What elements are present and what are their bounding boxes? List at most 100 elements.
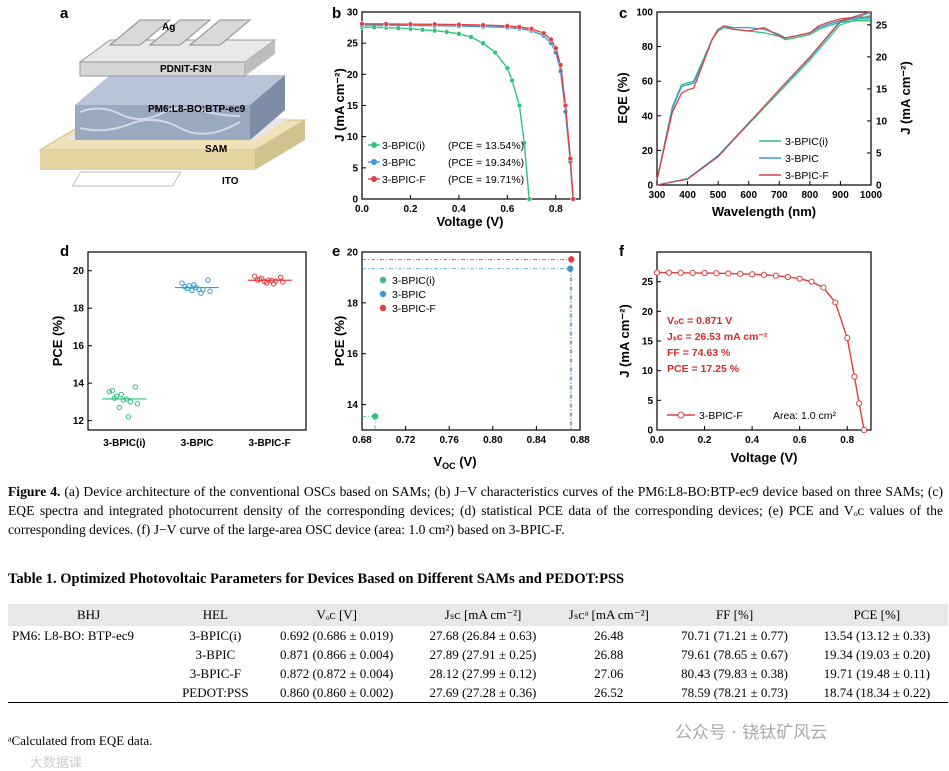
y-tick-label-right: 25: [876, 20, 888, 31]
data-point: [557, 62, 564, 68]
data-point: [480, 40, 486, 46]
legend-b: 3-BPIC(i) (PCE = 13.54%) 3-BPIC (PCE = 1…: [368, 140, 524, 186]
legend-item: 3-BPIC(i): [785, 136, 828, 148]
data-point: [553, 45, 559, 51]
y-tick-label: 15: [347, 101, 359, 112]
y-tick-label: 20: [642, 146, 654, 157]
panel-f-label: f: [619, 243, 625, 260]
x-axis-label: Voltage (V): [437, 214, 504, 229]
panel-b-label: b: [332, 5, 341, 22]
data-point: [832, 299, 839, 306]
y-tick-label-right: 0: [876, 181, 882, 192]
data-point: [359, 21, 365, 27]
y-tick-label-right: 10: [876, 116, 888, 127]
table-cell: [8, 683, 170, 703]
ag-electrodes: [108, 19, 252, 46]
data-point: [521, 140, 527, 146]
table-row: 3-BPIC-F 0.872 (0.872 ± 0.004) 28.12 (27.9…: [8, 664, 948, 683]
data-point: [516, 24, 523, 30]
data-point: [689, 269, 696, 276]
data-point: [125, 414, 132, 420]
param-pce: PCE = 17.25 %: [667, 363, 740, 375]
data-point: [371, 413, 379, 420]
table-cell: 19.34 (19.03 ± 0.20): [823, 647, 931, 662]
table-cell: 0.860 (0.860 ± 0.002): [261, 683, 412, 703]
table-cell: [8, 645, 169, 664]
x-tick-label: 0.8: [549, 204, 563, 215]
table-cell: 27.89 (27.91 ± 0.25): [429, 647, 537, 662]
param-ff: FF = 74.63 %: [667, 347, 731, 359]
data-point: [566, 265, 574, 272]
data-point: [760, 271, 768, 278]
axes-f: 0.0 0.2 0.4 0.6 0.8 0 5 10 15 20 25: [642, 277, 855, 446]
table-cell: 13.54 (13.12 ± 0.33): [823, 628, 931, 643]
eqe-line-3-BPIC-F: [656, 16, 871, 180]
y-tick-label: 20: [347, 70, 359, 81]
data-point: [492, 49, 498, 56]
y-tick-label: 18: [347, 298, 359, 309]
integrated-current-line: [656, 14, 872, 186]
table-row: PEDOT:PSS 0.860 (0.860 ± 0.002) 27.69 (27.…: [8, 683, 948, 703]
ito-strip: [71, 171, 182, 187]
table-footnote: ᵃCalculated from EQE data.: [8, 733, 153, 748]
y-axis-label: J (mA cm⁻²): [332, 68, 347, 142]
series-c: [656, 10, 872, 186]
series-line-3-BPIC-F: [361, 23, 574, 200]
x-tick-label: 0.72: [396, 435, 416, 446]
data-point: [407, 21, 414, 27]
data-point: [456, 31, 462, 37]
data-point: [182, 283, 188, 290]
x-tick-label: 0.4: [745, 435, 759, 446]
data-point: [134, 401, 141, 407]
legend-item-name: 3-BPIC-F: [382, 174, 426, 186]
x-tick-label: 800: [802, 190, 819, 201]
data-point: [444, 29, 450, 35]
header-pce: PCE [%]: [853, 607, 901, 622]
x-tick-label: 0.8: [840, 435, 854, 446]
data-point: [189, 287, 195, 294]
table-cell: 26.48: [594, 628, 624, 643]
data-point: [570, 196, 576, 202]
y-axis-label: J (mA cm⁻²): [617, 304, 632, 378]
y-axis-label: PCE (%): [50, 316, 65, 367]
data-point: [480, 22, 486, 28]
panel-c-label: c: [619, 5, 627, 22]
legend-item: 3-BPIC-F: [785, 170, 829, 182]
data-point: [851, 373, 858, 380]
table-cell: 27.68 (26.84 ± 0.63): [429, 628, 537, 643]
legend-item-name: 3-BPIC(i): [382, 140, 425, 152]
header-ff: FF [%]: [715, 607, 754, 622]
data-point: [677, 269, 684, 276]
data-point: [419, 27, 426, 33]
y-tick-label: 16: [73, 341, 85, 352]
y-tick-label: 40: [642, 111, 654, 122]
data-point: [528, 26, 535, 32]
legend-item-name: 3-BPIC: [382, 157, 416, 169]
table-title: Table 1. Optimized Photovoltaic Paramete…: [8, 571, 625, 587]
data-point: [251, 273, 258, 279]
x-tick-label: 900: [832, 190, 849, 201]
data-point: [749, 271, 756, 278]
layer-etl-label: PDNIT-F3N: [160, 64, 212, 75]
data-point: [737, 270, 744, 277]
data-point: [127, 399, 134, 405]
data-point: [504, 65, 510, 71]
layer-ag-label: Ag: [162, 22, 175, 33]
table-cell: 0.872 (0.872 ± 0.004): [280, 666, 394, 681]
y-tick-label: 5: [352, 163, 358, 174]
y-tick-label: 14: [73, 379, 85, 390]
data-point: [109, 387, 116, 394]
x-tick-label: 0.4: [452, 204, 466, 215]
series-line-3-BPIC: [361, 24, 574, 200]
x-tick-label: 0.0: [355, 204, 369, 215]
axes-b: 0.0 0.2 0.4 0.6 0.8 0 5 10 15 20 25 30: [347, 8, 563, 216]
active-side: [250, 75, 285, 140]
x-tick-label: 1000: [860, 190, 883, 201]
x-tick-label: 0.76: [439, 435, 459, 446]
legend-item: 3-BPIC-F: [392, 303, 436, 315]
layer-sam-label: SAM: [205, 144, 227, 155]
table-header-row: BHJ HEL Vₒᴄ [V] Jₛᴄ [mA cm⁻²] Jₛᴄᵃ [mA c…: [8, 604, 948, 626]
data-point: [432, 21, 438, 27]
series-e: [362, 256, 575, 430]
